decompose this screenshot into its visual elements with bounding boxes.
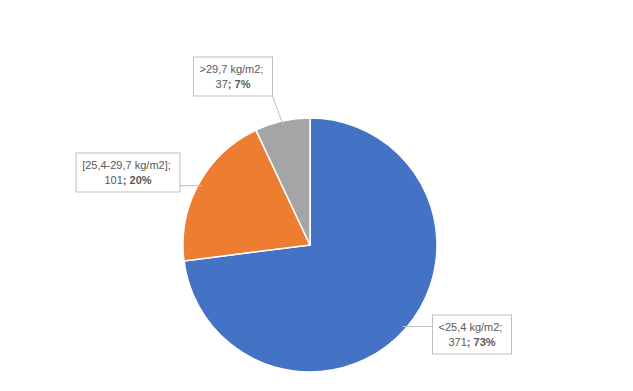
callout-leader: [402, 326, 432, 327]
label-separator: ;: [499, 321, 505, 333]
callout-box: [76, 153, 180, 192]
callout: <25,4 kg/m2; 371; 73%: [402, 315, 511, 354]
data-label: [25,4-29,7 kg/m2]; 101; 20%: [82, 159, 174, 186]
pie-slice: [256, 118, 310, 245]
label-category: >29,7 kg/m2: [200, 63, 261, 75]
data-label: <25,4 kg/m2; 371; 73%: [439, 321, 506, 348]
label-count: 37: [216, 78, 228, 90]
label-value: 73%: [474, 336, 496, 348]
pie: [183, 118, 437, 372]
label-count: 371: [448, 336, 466, 348]
label-value: 20%: [130, 174, 152, 186]
label-category: [25,4-29,7 kg/m2]: [82, 159, 168, 171]
data-label: >29,7 kg/m2; 37; 7%: [200, 63, 267, 90]
label-category: <25,4 kg/m2: [439, 321, 500, 333]
label-value: 7%: [235, 78, 251, 90]
label-separator: ;: [228, 78, 235, 90]
callout: >29,7 kg/m2; 37; 7%: [194, 57, 284, 125]
label-separator: ;: [168, 159, 174, 171]
callout: [25,4-29,7 kg/m2]; 101; 20%: [76, 153, 202, 192]
chart: <25,4 kg/m2; 371; 73% [25,4-29,7 kg/m2]; …: [0, 0, 633, 391]
data-labels: <25,4 kg/m2; 371; 73% [25,4-29,7 kg/m2]; …: [76, 57, 511, 354]
callout-box: [433, 315, 512, 354]
callout-leader: [180, 185, 202, 186]
label-count: 101: [104, 174, 122, 186]
callout-box: [194, 57, 273, 96]
label-separator: ;: [123, 174, 130, 186]
label-separator: ;: [260, 63, 266, 75]
callout-leader: [272, 96, 283, 125]
label-separator: ;: [467, 336, 474, 348]
